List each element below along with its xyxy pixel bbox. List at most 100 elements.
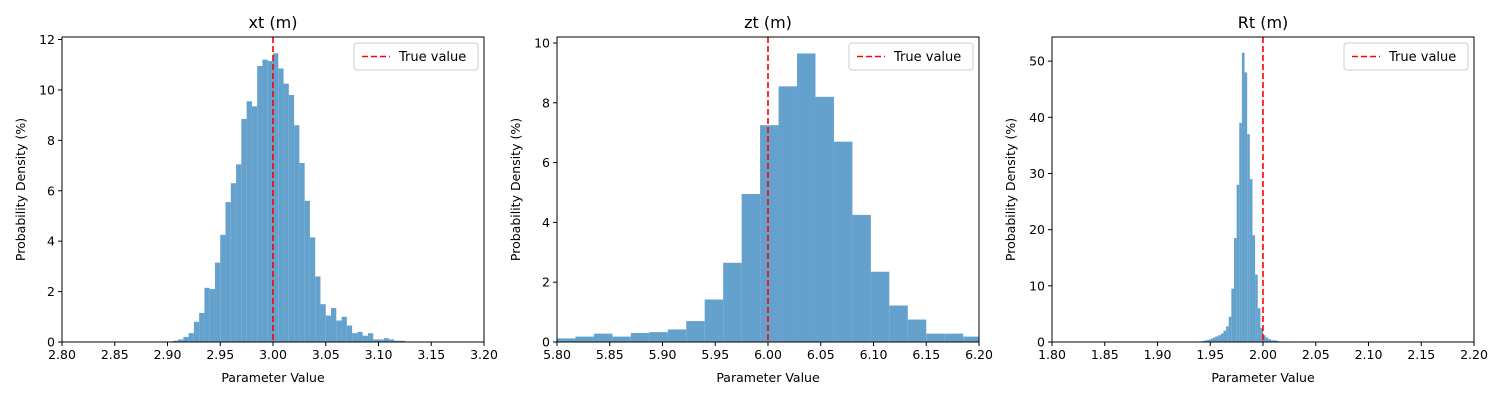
y-tick-label: 20 — [1029, 222, 1045, 237]
histogram-bar — [667, 329, 687, 342]
histogram-bar — [362, 335, 368, 342]
y-tick-label: 10 — [534, 35, 550, 50]
histogram-bar — [288, 94, 295, 342]
histogram-bar — [188, 333, 194, 342]
histogram-bar — [389, 339, 395, 342]
histogram-bar — [320, 304, 326, 342]
y-tick-label: 6 — [542, 155, 550, 170]
x-tick-label: 2.10 — [1355, 347, 1383, 362]
x-tick-label: 2.00 — [1249, 347, 1277, 362]
histogram-bar — [262, 59, 268, 343]
histogram-bar — [1268, 339, 1271, 342]
histogram-bars — [1199, 52, 1290, 342]
histogram-bars — [557, 53, 979, 343]
legend-label: True value — [398, 50, 466, 65]
histogram-bar — [926, 333, 945, 342]
histogram-bar — [273, 53, 279, 342]
histogram-bar — [1204, 340, 1208, 342]
legend: True value — [1343, 42, 1469, 71]
histogram-bar — [331, 307, 337, 342]
histogram-bar — [336, 320, 342, 342]
x-tick-label: 5.95 — [701, 347, 729, 362]
histogram-bar — [1270, 340, 1274, 342]
histogram-bar — [357, 331, 363, 342]
x-axis-label: Parameter Value — [716, 370, 820, 385]
histogram-bar — [593, 333, 613, 342]
histogram-bar — [1247, 134, 1250, 342]
histogram-bar — [309, 237, 316, 342]
histogram-bars — [172, 53, 426, 343]
histogram-bar — [1276, 340, 1279, 342]
histogram-bar — [209, 289, 215, 342]
histogram-bar — [1244, 72, 1248, 342]
histogram-bar — [204, 287, 210, 342]
histogram-bar — [394, 340, 400, 342]
x-tick-label: 2.20 — [1460, 347, 1488, 362]
x-tick-label: 3.00 — [259, 347, 287, 362]
y-tick-label: 4 — [47, 234, 55, 249]
x-tick-label: 2.15 — [1407, 347, 1435, 362]
histogram-bar — [1257, 308, 1261, 342]
histogram-bar — [1252, 235, 1256, 342]
chart-title: xt (m) — [249, 13, 298, 32]
histogram-bar — [1236, 184, 1240, 342]
legend-box — [848, 42, 974, 71]
histogram-bar — [251, 106, 258, 343]
histogram-bar — [1218, 335, 1221, 342]
x-tick-label: 1.85 — [1091, 347, 1119, 362]
chart-title: zt (m) — [744, 13, 792, 32]
histogram-bar — [630, 333, 650, 342]
y-tick-label: 2 — [47, 284, 55, 299]
histogram-bar — [236, 164, 242, 342]
histogram-bar — [907, 319, 927, 342]
histogram-bar — [1260, 327, 1263, 342]
histogram-bar — [870, 271, 890, 342]
y-tick-label: 0 — [1037, 335, 1045, 350]
histogram-bar — [367, 333, 374, 342]
histogram-bar — [373, 339, 379, 342]
histogram-bar — [299, 163, 305, 342]
histogram-bar — [325, 315, 332, 342]
histogram-bar — [230, 183, 237, 342]
chart-panel: 2.80 2.85 2.90 2.95 3.00 3.05 3.10 3.15 3.20 0 2 4 6… — [13, 13, 498, 385]
x-tick-label: 2.80 — [48, 347, 76, 362]
x-tick-label: 5.90 — [649, 347, 677, 362]
y-axis-label: Probability Density (%) — [13, 118, 28, 261]
x-tick-label: 6.10 — [860, 347, 888, 362]
histogram-bar — [1228, 316, 1232, 342]
chart-panel: 1.80 1.85 1.90 1.95 2.00 2.05 2.10 2.15 2.20 0 10 2… — [1003, 13, 1488, 385]
histogram-bar — [399, 340, 405, 342]
histogram-bar — [797, 53, 816, 343]
histogram-bar — [1255, 274, 1258, 342]
histogram-bar — [378, 339, 384, 342]
histogram-bar — [741, 193, 761, 342]
y-tick-label: 30 — [1029, 166, 1045, 181]
histogram-bar — [1207, 339, 1211, 342]
histogram-bar — [315, 276, 321, 342]
histogram-bar — [246, 101, 252, 343]
histogram-bar — [294, 125, 300, 342]
histogram-bar — [341, 316, 347, 342]
legend-label: True value — [893, 50, 961, 65]
x-axis-label: Parameter Value — [1211, 370, 1315, 385]
y-tick-label: 2 — [542, 275, 550, 290]
x-tick-label: 2.05 — [1302, 347, 1330, 362]
histogram-bar — [760, 125, 779, 342]
histogram-bar — [1249, 179, 1253, 342]
x-tick-label: 5.80 — [543, 347, 571, 362]
x-tick-label: 2.90 — [154, 347, 182, 362]
histogram-bar — [1241, 52, 1245, 342]
histogram-bar — [1215, 336, 1219, 342]
histogram-bar — [1263, 335, 1266, 342]
histogram-bar — [778, 86, 798, 343]
histogram-bar — [220, 234, 226, 342]
histogram-bar — [1239, 122, 1242, 342]
histogram-bar — [852, 214, 871, 342]
histogram-bar — [352, 333, 358, 342]
y-axis-label: Probability Density (%) — [1003, 118, 1018, 261]
y-tick-label: 10 — [1029, 278, 1045, 293]
histogram-bar — [1210, 338, 1213, 342]
y-tick-label: 0 — [542, 335, 550, 350]
x-tick-label: 3.20 — [470, 347, 498, 362]
